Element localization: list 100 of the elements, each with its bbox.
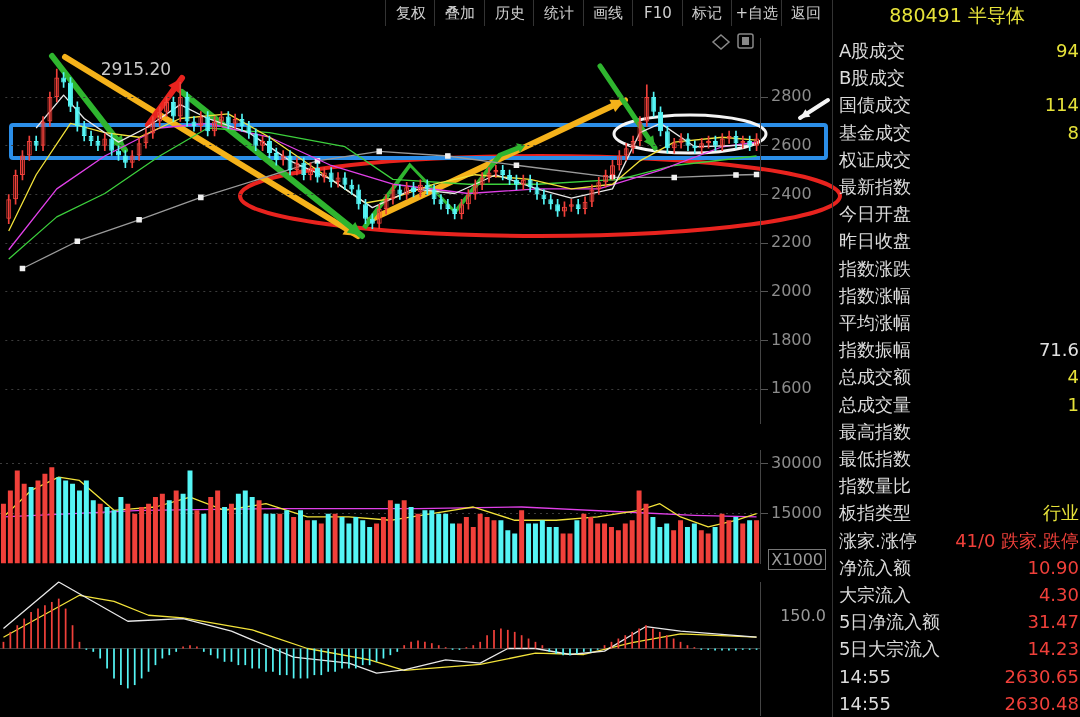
category-label: 总成交额: [839, 365, 911, 390]
text: 14.23: [1027, 638, 1079, 660]
category-label: +自选: [731, 0, 782, 26]
bar: [691, 523, 697, 564]
bar: [173, 490, 179, 564]
bar: [429, 510, 435, 564]
bar: [83, 480, 89, 564]
category-label: 国债成交: [839, 93, 911, 118]
category-label: 画线: [582, 0, 634, 26]
category-label: 最新指数: [839, 175, 911, 199]
bar: [180, 493, 186, 564]
y-tick-label: 1600: [771, 378, 812, 398]
y-tick-label: 2800: [771, 86, 812, 106]
category-label: 历史: [483, 0, 535, 26]
bar: [152, 497, 158, 564]
text: 41/0 跌家.跌停: [955, 529, 1079, 551]
point: [136, 217, 142, 223]
bar: [222, 507, 228, 564]
category-label: 最高指数: [839, 419, 911, 444]
category-label: 返回: [780, 0, 831, 26]
bar: [201, 513, 207, 564]
bar: [208, 497, 214, 564]
bar: [615, 530, 621, 564]
bar: [664, 523, 670, 564]
bar: [380, 516, 386, 564]
bar: [42, 473, 48, 564]
bar: [70, 483, 76, 564]
y-tick-label: 2000: [771, 281, 812, 301]
y-tick-label: 2400: [771, 183, 812, 203]
bar: [519, 510, 525, 564]
bar: [304, 520, 310, 564]
category-label: 涨家.涨停: [839, 528, 917, 553]
candlestick: [363, 199, 368, 225]
point: [198, 194, 204, 201]
bar: [450, 523, 456, 564]
bar: [242, 490, 248, 564]
bar: [277, 513, 283, 564]
bar: [132, 513, 138, 564]
text: X1000: [768, 549, 826, 570]
bar: [581, 513, 587, 564]
text: 2630.48: [1004, 692, 1079, 714]
y-tick-label: 30000: [771, 453, 822, 473]
bar: [28, 487, 34, 564]
bar: [657, 526, 663, 564]
bar: [622, 523, 628, 564]
bar: [595, 523, 601, 564]
bar: [249, 497, 255, 564]
bar: [546, 526, 552, 564]
bar: [754, 520, 760, 564]
bar: [553, 526, 559, 564]
bar: [671, 530, 677, 564]
bar: [346, 523, 352, 564]
point: [445, 153, 451, 159]
category-label: 指数振幅: [839, 338, 911, 363]
bar: [505, 530, 511, 564]
text: 8: [1067, 121, 1079, 143]
annotation: 2915.20: [100, 59, 172, 80]
bar: [422, 510, 428, 564]
text: 94: [1056, 40, 1079, 61]
bar: [139, 507, 145, 564]
bar: [318, 523, 324, 564]
y-tick-label: 1800: [771, 329, 812, 349]
bar: [387, 500, 393, 564]
point: [513, 162, 520, 169]
bar: [104, 507, 110, 564]
bar: [97, 503, 103, 564]
category-label: 大宗流入: [839, 583, 911, 607]
category-label: 平均涨幅: [839, 311, 911, 335]
bar: [684, 526, 690, 564]
bar: [332, 513, 338, 564]
point: [733, 172, 739, 178]
bar: [374, 523, 380, 564]
bar: [90, 500, 96, 564]
bar: [7, 490, 13, 564]
bar: [298, 510, 304, 564]
bar: [456, 523, 462, 564]
bar: [291, 516, 297, 564]
bar: [588, 516, 594, 564]
bar: [629, 520, 635, 564]
category-label: 5日大宗流入: [839, 637, 941, 662]
bar: [118, 497, 124, 564]
bar: [270, 513, 276, 564]
category-label: B股成交: [839, 66, 906, 91]
bar: [740, 523, 746, 564]
bar: [401, 500, 407, 564]
bar: [705, 533, 711, 564]
category-label: 今日开盘: [839, 202, 911, 227]
bar: [325, 513, 331, 564]
text: 31.47: [1027, 611, 1079, 633]
bar: [712, 526, 718, 564]
category-label: 指数涨跌: [839, 256, 911, 281]
bar: [235, 493, 241, 564]
category-label: 净流入额: [839, 555, 911, 580]
bar: [146, 503, 152, 564]
y-tick-label: 2200: [771, 232, 812, 252]
bar: [63, 480, 69, 564]
bar: [608, 526, 614, 564]
bar: [698, 530, 704, 564]
bar: [194, 510, 200, 564]
text: 4.30: [1038, 584, 1079, 605]
